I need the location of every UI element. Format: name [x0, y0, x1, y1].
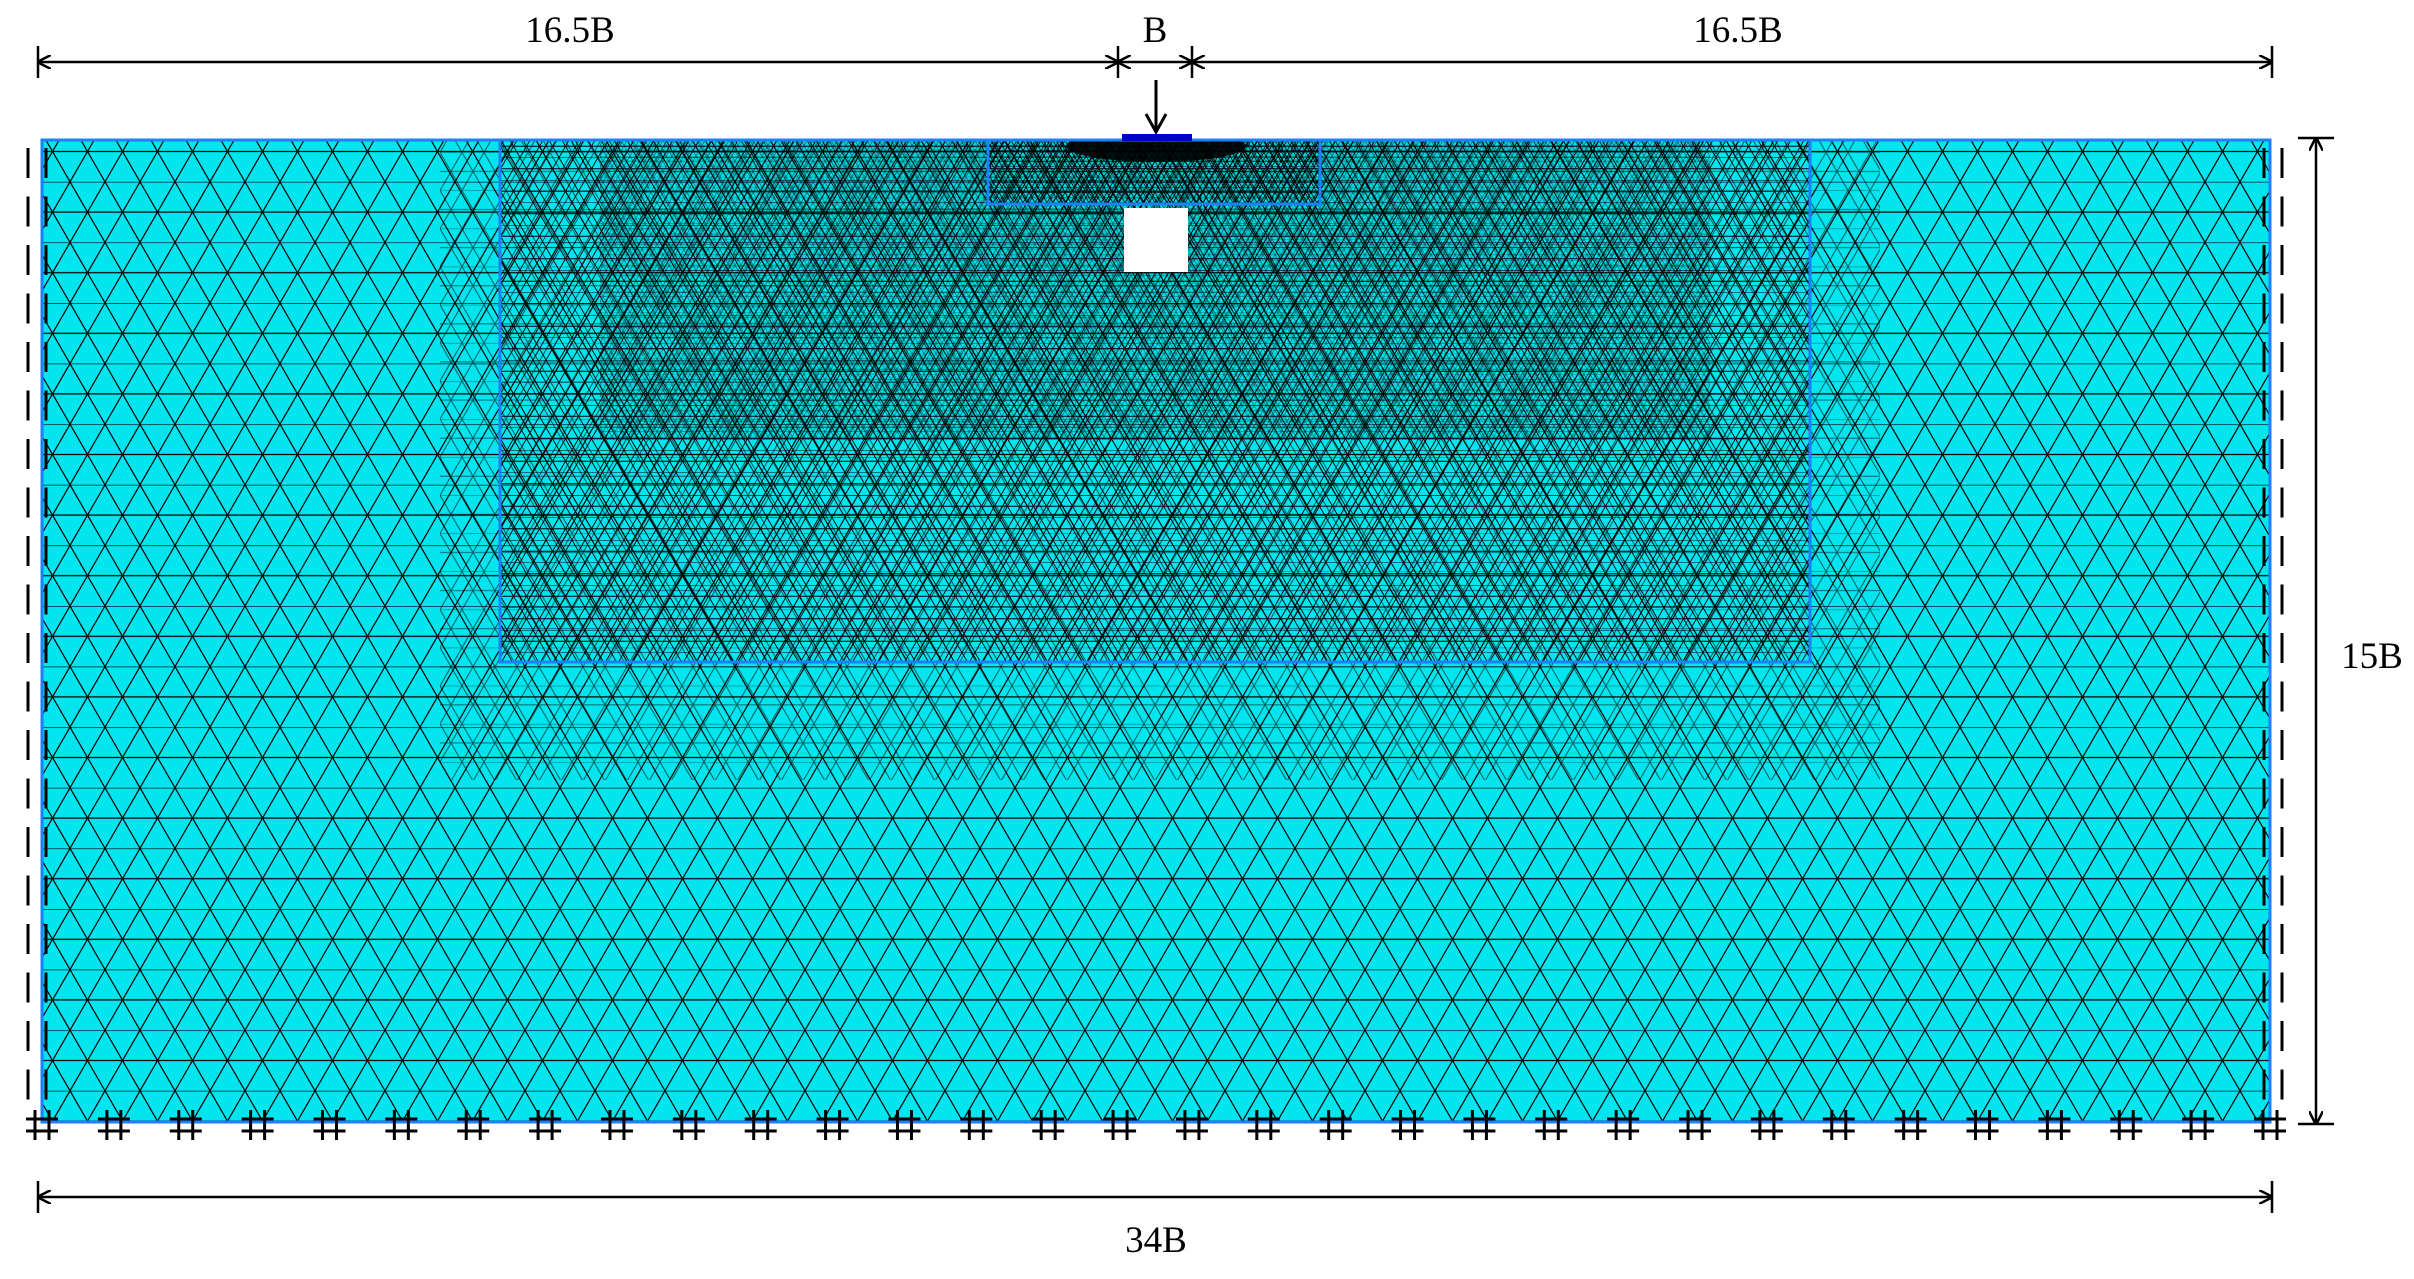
right-roller-supports	[2262, 148, 2284, 1100]
pinned-support-icon	[169, 1110, 202, 1140]
pinned-support-icon	[1966, 1110, 1999, 1140]
dim-label-total-width: 34B	[1125, 1220, 1187, 1261]
roller-support-icon	[26, 681, 48, 712]
roller-support-icon	[26, 633, 48, 663]
pinned-support-icon	[313, 1110, 346, 1140]
left-roller-supports	[26, 148, 48, 1100]
soil-domain	[40, 138, 2272, 1124]
pinned-support-icon	[529, 1110, 562, 1140]
pinned-support-icon	[1679, 1110, 1712, 1140]
pinned-support-icon	[1319, 1110, 1352, 1140]
roller-support-icon	[2262, 1021, 2284, 1051]
roller-support-icon	[26, 342, 48, 372]
pinned-support-icon	[97, 1110, 130, 1140]
roller-support-icon	[2262, 245, 2284, 275]
mesh-density-shading	[636, 140, 1676, 500]
footing-plate	[1122, 134, 1192, 141]
roller-support-icon	[26, 972, 48, 1003]
roller-support-icon	[2262, 924, 2284, 954]
pinned-support-icon	[1247, 1110, 1280, 1140]
dim-label-depth: 15B	[2341, 636, 2403, 677]
roller-support-icon	[2262, 972, 2284, 1003]
roller-support-icon	[26, 778, 48, 809]
pinned-support-icon	[1607, 1110, 1640, 1140]
roller-support-icon	[26, 536, 48, 566]
pinned-support-icon	[1391, 1110, 1424, 1140]
roller-support-icon	[2262, 390, 2284, 421]
pinned-support-icon	[26, 1110, 58, 1140]
pinned-support-icon	[1822, 1110, 1855, 1140]
roller-support-icon	[26, 390, 48, 421]
roller-support-icon	[26, 487, 48, 518]
roller-support-icon	[2262, 681, 2284, 712]
dim-label-footing-width: B	[1143, 10, 1168, 51]
pinned-support-icon	[1104, 1110, 1137, 1140]
pinned-support-icon	[2110, 1110, 2143, 1140]
pinned-support-icon	[2254, 1110, 2286, 1140]
roller-support-icon	[2262, 827, 2284, 857]
roller-support-icon	[26, 439, 48, 469]
roller-support-icon	[2262, 487, 2284, 518]
roller-support-icon	[2262, 633, 2284, 663]
void-cavity	[1124, 208, 1188, 272]
pinned-support-icon	[1535, 1110, 1568, 1140]
roller-support-icon	[2262, 778, 2284, 809]
pinned-support-icon	[241, 1110, 274, 1140]
roller-support-icon	[2262, 293, 2284, 324]
pinned-support-icon	[385, 1110, 418, 1140]
footing-edge-dense-mesh	[1066, 140, 1246, 162]
pinned-support-icon	[960, 1110, 993, 1140]
pinned-support-icon	[1750, 1110, 1783, 1140]
base-pinned-supports	[26, 1110, 2286, 1140]
roller-support-icon	[26, 730, 48, 760]
pinned-support-icon	[888, 1110, 921, 1140]
load-arrowhead	[1144, 113, 1168, 136]
pinned-support-icon	[2182, 1110, 2215, 1140]
roller-support-icon	[2262, 342, 2284, 372]
dim-label-left-width: 16.5B	[525, 10, 614, 51]
roller-support-icon	[26, 148, 48, 178]
roller-support-icon	[2262, 730, 2284, 760]
pinned-support-icon	[600, 1110, 633, 1140]
dim-label-right-width: 16.5B	[1693, 10, 1782, 51]
roller-support-icon	[26, 293, 48, 324]
roller-support-icon	[2262, 1069, 2284, 1100]
roller-support-icon	[26, 1069, 48, 1100]
roller-support-icon	[26, 875, 48, 906]
roller-support-icon	[26, 584, 48, 615]
roller-support-icon	[2262, 584, 2284, 615]
pinned-support-icon	[744, 1110, 777, 1140]
dimension-lines	[36, 46, 2334, 1213]
pinned-support-icon	[457, 1110, 490, 1140]
roller-support-icon	[2262, 439, 2284, 469]
pinned-support-icon	[2038, 1110, 2071, 1140]
pinned-support-icon	[672, 1110, 705, 1140]
roller-support-icon	[2262, 148, 2284, 178]
pinned-support-icon	[1032, 1110, 1065, 1140]
roller-support-icon	[26, 827, 48, 857]
roller-support-icon	[2262, 536, 2284, 566]
pinned-support-icon	[1175, 1110, 1208, 1140]
pinned-support-icon	[1463, 1110, 1496, 1140]
pinned-support-icon	[816, 1110, 849, 1140]
roller-support-icon	[2262, 196, 2284, 227]
footing-and-load	[1122, 80, 1192, 141]
pinned-support-icon	[1894, 1110, 1927, 1140]
roller-support-icon	[26, 1021, 48, 1051]
roller-support-icon	[26, 196, 48, 227]
roller-support-icon	[26, 245, 48, 275]
roller-support-icon	[2262, 875, 2284, 906]
roller-support-icon	[26, 924, 48, 954]
